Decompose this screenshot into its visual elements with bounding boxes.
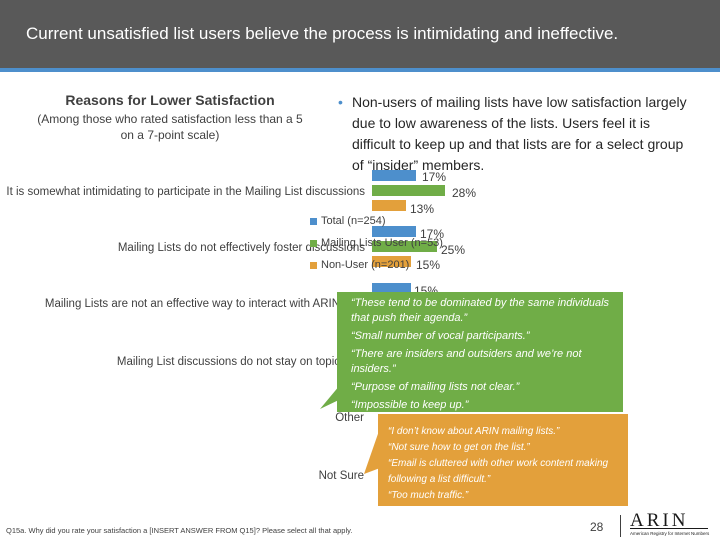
callout-users-quotes: “These tend to be dominated by the same … <box>337 292 623 412</box>
category-label: Mailing Lists are not an effective way t… <box>44 298 340 310</box>
value-label-total: 17% <box>422 170 447 184</box>
quote: “Email is cluttered with other work cont… <box>388 458 609 485</box>
footer-divider <box>620 515 621 537</box>
bar-user-1 <box>372 241 437 252</box>
slide-header: Current unsatisfied list users believe t… <box>0 0 720 72</box>
quote: “Not sure how to get on the list.” <box>388 442 530 453</box>
category-label: Other <box>335 412 364 424</box>
survey-question-note: Q15a. Why did you rate your satisfaction… <box>6 526 353 535</box>
legend-swatch-total <box>310 217 317 225</box>
legend-user: Mailing Lists User (n=53) <box>310 237 443 249</box>
category-label: Not Sure <box>318 470 364 482</box>
bar-nonuser-0 <box>372 200 406 211</box>
category-label: It is somewhat intimidating to participa… <box>6 186 365 198</box>
value-label-user: 25% <box>441 243 466 257</box>
arin-logo-tagline: American Registry for Internet Numbers <box>630 531 710 536</box>
callout-pointer-nonusers <box>364 428 380 474</box>
bar-total-1 <box>372 226 416 237</box>
legend-total: Total (n=254) <box>310 215 386 227</box>
header-accent-stripe <box>0 68 720 72</box>
legend-swatch-user <box>310 239 317 247</box>
bar-nonuser-1 <box>372 256 411 267</box>
slide-title: Current unsatisfied list users believe t… <box>26 24 619 43</box>
value-label-total: 17% <box>420 227 445 241</box>
bar-user-0 <box>372 185 445 196</box>
legend-label-user: Mailing Lists User (n=53) <box>321 237 443 249</box>
quote: “Purpose of mailing lists not clear.” <box>351 381 520 393</box>
legend-swatch-nonuser <box>310 261 317 269</box>
quote: “There are insiders and outsiders and we… <box>351 348 582 375</box>
logo-rule <box>630 528 708 529</box>
bullet-icon: • <box>338 94 343 110</box>
legend-label-nonuser: Non-User (n=201) <box>321 259 410 271</box>
legend-nonuser: Non-User (n=201) <box>310 259 409 271</box>
category-label: Mailing List discussions do not stay on … <box>116 356 340 368</box>
quote: “Too much traffic.” <box>388 490 469 501</box>
arin-logo: ARIN <box>630 510 689 531</box>
chart-subtitle: (Among those who rated satisfaction less… <box>37 112 303 142</box>
bar-total-0 <box>372 170 416 181</box>
quote: “Small number of vocal participants.” <box>351 330 530 342</box>
callout-nonuser-quotes: “I don’t know about ARIN mailing lists.”… <box>378 414 628 506</box>
value-label-nonuser: 15% <box>416 258 441 272</box>
category-label: Mailing Lists do not effectively foster … <box>117 242 365 254</box>
value-label-nonuser: 13% <box>410 202 435 216</box>
page-number: 28 <box>590 520 604 534</box>
key-finding-text: Non-users of mailing lists have low sati… <box>352 94 687 173</box>
quote: “Impossible to keep up.” <box>351 399 469 411</box>
value-label-user: 28% <box>452 186 477 200</box>
quote: “These tend to be dominated by the same … <box>351 297 610 324</box>
quote: “I don’t know about ARIN mailing lists.” <box>388 426 560 437</box>
bar-total-2 <box>372 283 411 294</box>
legend-label-total: Total (n=254) <box>321 215 386 227</box>
key-finding-bullet: • Non-users of mailing lists have low sa… <box>338 92 692 176</box>
chart-title: Reasons for Lower Satisfaction <box>65 92 275 108</box>
